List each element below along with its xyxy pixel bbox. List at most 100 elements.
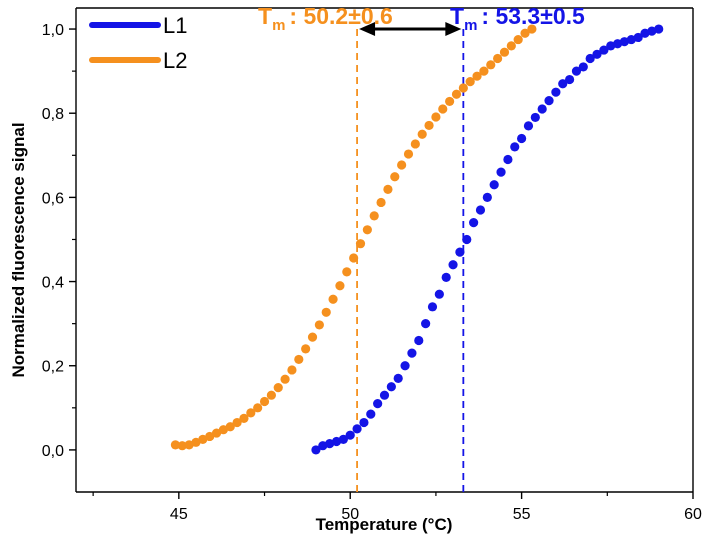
y-axis-title: Normalized fluorescence signal [9,122,28,377]
point-l2-14 [266,390,276,400]
tm-label-subscript: m [464,17,477,34]
point-l1-36 [558,79,568,89]
point-l2-48 [499,47,510,57]
point-l2-40 [445,96,455,107]
point-l1-30 [517,133,527,144]
tm-label-l1: Tm: 53.3±0.5 [450,3,585,34]
point-l1-28 [503,154,513,165]
point-l1-25 [482,192,492,202]
y-tick-label-1: 0,2 [42,359,64,376]
x-tick-label-0: 45 [170,506,188,523]
point-l2-35 [410,139,420,149]
point-l1-47 [633,32,643,43]
tm-label-value: : 50.2±0.6 [289,3,392,29]
point-l2-9 [232,417,242,428]
point-l2-47 [493,53,503,64]
point-l2-43 [465,77,475,87]
point-l1-33 [537,104,547,114]
point-l1-11 [386,382,396,392]
tm-label-prefix: T [450,3,464,29]
point-l1-42 [599,45,609,55]
point-l1-29 [510,142,520,152]
point-l1-23 [469,218,479,228]
point-l1-38 [571,66,582,76]
point-l2-22 [321,307,331,317]
y-tick-label-3: 0,6 [42,190,64,207]
point-l2-8 [225,422,235,432]
point-l2-23 [328,294,338,304]
x-tick-label-1: 50 [341,506,359,523]
point-l1-39 [578,62,588,72]
point-l1-4 [338,434,348,444]
point-l1-21 [455,247,465,257]
point-l1-7 [359,417,369,428]
point-l2-27 [355,239,366,249]
point-l2-33 [397,160,407,170]
x-tick-label-2: 55 [513,506,531,523]
point-l1-10 [379,390,390,400]
point-l1-15 [414,335,424,346]
point-l2-6 [211,428,222,438]
point-l1-40 [585,53,595,64]
point-l1-22 [462,234,472,245]
point-l1-34 [544,95,554,106]
point-l2-13 [259,396,270,407]
point-l2-0 [170,440,181,450]
point-l1-24 [475,205,486,215]
point-l2-5 [205,431,215,442]
point-l2-44 [472,71,482,81]
point-l2-41 [451,89,462,99]
point-l1-35 [551,87,561,97]
point-l2-46 [486,60,496,70]
tm-label-value: : 53.3±0.5 [481,3,585,29]
point-l1-8 [366,409,376,419]
point-l1-5 [345,430,355,440]
point-l2-17 [287,365,297,375]
point-l2-11 [246,408,256,418]
point-l2-20 [307,332,318,342]
point-l2-24 [335,281,345,291]
point-l2-15 [273,383,283,393]
point-l1-26 [489,180,499,190]
point-l2-16 [280,374,290,384]
point-l2-31 [383,184,393,194]
point-l2-19 [301,344,311,354]
y-tick-label-2: 0,4 [42,275,64,292]
y-tick-label-0: 0,0 [42,443,64,460]
point-l2-42 [458,83,468,93]
y-tick-label-5: 1,0 [42,22,64,39]
point-l1-19 [441,272,451,282]
point-l2-4 [198,434,208,444]
point-l1-32 [530,112,540,123]
arrow-head-right [445,22,462,37]
point-l2-51 [520,28,530,38]
legend-label-l2: L2 [163,48,187,73]
point-l2-30 [376,197,386,208]
point-l1-17 [427,302,438,312]
point-l2-38 [431,112,441,122]
tm-label-l2: Tm: 50.2±0.6 [258,3,393,34]
point-l2-1 [177,441,187,451]
delta-tm-arrow [359,22,462,37]
point-l2-3 [191,437,201,447]
point-l2-21 [314,320,324,330]
tm-label-prefix: T [258,3,272,29]
point-l2-18 [294,354,304,365]
point-l2-49 [506,41,516,51]
point-l2-50 [513,34,523,45]
point-l2-29 [369,211,379,221]
point-l1-31 [523,121,534,131]
point-l1-37 [565,74,575,85]
point-l1-18 [434,289,444,299]
point-l1-41 [592,49,602,59]
point-l2-10 [239,413,249,423]
point-l2-52 [527,24,537,34]
point-l1-27 [496,167,506,177]
legend-label-l1: L1 [163,13,187,38]
point-l2-39 [438,104,448,114]
y-tick-label-4: 0,8 [42,106,64,123]
point-l2-25 [342,267,352,277]
point-l2-12 [253,403,263,413]
